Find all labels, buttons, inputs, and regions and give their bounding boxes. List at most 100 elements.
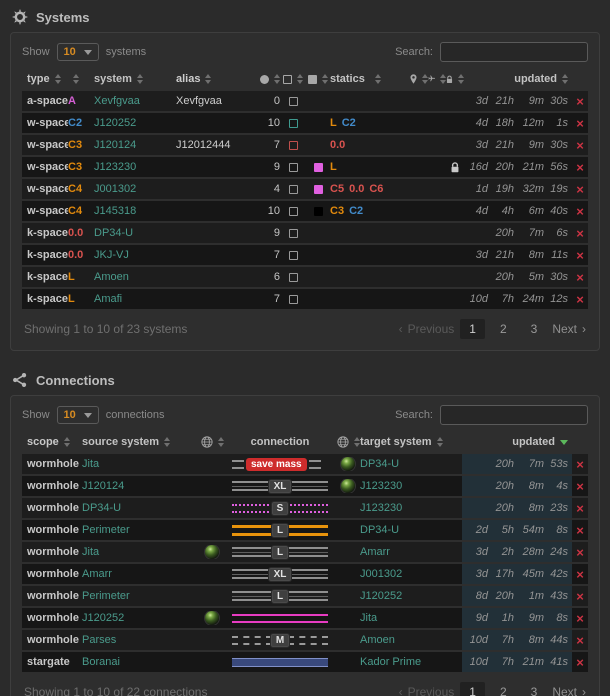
table-row[interactable]: k-space L Amafi 7 10d 7h 24m 12s ×	[22, 289, 588, 309]
target-system-link[interactable]: Jita	[360, 612, 378, 624]
system-link[interactable]: J120252	[94, 117, 137, 129]
source-system-link[interactable]: DP34-U	[82, 502, 122, 514]
source-system-link[interactable]: Parses	[82, 634, 117, 646]
table-row[interactable]: a-space A Xevfgvaa Xevfgvaa 0 3d 21h 9m 30s…	[22, 91, 588, 111]
system-link[interactable]: J123230	[94, 161, 137, 173]
status-checkbox[interactable]	[288, 250, 298, 260]
col-type[interactable]: type	[22, 73, 68, 85]
target-system-link[interactable]: J123230	[360, 480, 403, 492]
delete-button[interactable]: ×	[576, 160, 584, 174]
table-row[interactable]: wormhole Parses M Amoen 10d 7h 8m 44s ×	[22, 630, 588, 650]
delete-button[interactable]: ×	[576, 182, 584, 196]
delete-button[interactable]: ×	[576, 138, 584, 152]
delete-button[interactable]: ×	[576, 589, 584, 603]
system-link[interactable]: DP34-U	[94, 227, 134, 239]
search-input[interactable]	[440, 405, 588, 425]
source-system-link[interactable]: Jita	[82, 546, 100, 558]
source-system-link[interactable]: J120124	[82, 480, 125, 492]
col-alias[interactable]: alias	[176, 73, 260, 85]
system-link[interactable]: J001302	[94, 183, 137, 195]
col-source-endpoint[interactable]	[200, 436, 224, 448]
delete-button[interactable]: ×	[576, 292, 584, 306]
delete-button[interactable]: ×	[576, 479, 584, 493]
page-button-1[interactable]: 1	[460, 319, 485, 339]
table-row[interactable]: k-space 0.0 JKJ-VJ 7 3d 21h 8m 11s ×	[22, 245, 588, 265]
status-checkbox[interactable]	[288, 206, 298, 216]
page-size-select[interactable]: 10	[56, 43, 99, 61]
col-source-system[interactable]: source system	[82, 436, 200, 448]
source-system-link[interactable]: Perimeter	[82, 590, 130, 602]
table-row[interactable]: wormhole Jita save mass DP34-U 20h 7m 53s …	[22, 454, 588, 474]
source-system-link[interactable]: J120252	[82, 612, 125, 624]
delete-button[interactable]: ×	[576, 545, 584, 559]
col-system[interactable]: system	[94, 73, 176, 85]
table-row[interactable]: wormhole DP34-U S J123230 20h 8m 23s ×	[22, 498, 588, 518]
delete-button[interactable]: ×	[576, 523, 584, 537]
page-button-1[interactable]: 1	[460, 682, 485, 696]
table-row[interactable]: stargate Boranai Kador Prime 10d 7h 21m 41s…	[22, 652, 588, 672]
system-link[interactable]: JKJ-VJ	[94, 249, 129, 261]
col-signatures[interactable]	[260, 74, 280, 84]
table-row[interactable]: k-space L Amoen 6 20h 5m 30s ×	[22, 267, 588, 287]
status-checkbox[interactable]	[288, 162, 298, 172]
page-button-2[interactable]: 2	[499, 322, 507, 336]
col-target-endpoint[interactable]	[336, 436, 360, 448]
source-system-link[interactable]: Jita	[82, 458, 100, 470]
system-link[interactable]: J145318	[94, 205, 137, 217]
col-rally[interactable]	[428, 73, 446, 85]
col-locked[interactable]	[446, 74, 464, 85]
col-connection[interactable]: connection	[250, 436, 310, 448]
delete-button[interactable]: ×	[576, 633, 584, 647]
col-status-square[interactable]	[280, 74, 306, 84]
col-updated[interactable]: updated	[464, 73, 572, 85]
status-checkbox[interactable]	[288, 96, 298, 106]
source-system-link[interactable]: Boranai	[82, 656, 120, 668]
col-updated-sorted-desc[interactable]: updated	[462, 436, 572, 448]
target-system-link[interactable]: J120252	[360, 590, 403, 602]
table-row[interactable]: wormhole Perimeter L J120252 8d 20h 1m 43s …	[22, 586, 588, 606]
previous-page-button[interactable]: ‹ Previous	[398, 685, 455, 696]
table-row[interactable]: w-space C2 J120252 10 L C2 4d 18h 12m 1s ×	[22, 113, 588, 133]
target-system-link[interactable]: DP34-U	[360, 458, 400, 470]
delete-button[interactable]: ×	[576, 204, 584, 218]
next-page-button[interactable]: Next ›	[552, 322, 586, 336]
table-row[interactable]: wormhole J120252 Jita 9d 1h 9m 8s ×	[22, 608, 588, 628]
page-button-2[interactable]: 2	[499, 685, 507, 696]
system-link[interactable]: J120124	[94, 139, 137, 151]
next-page-button[interactable]: Next ›	[552, 685, 586, 696]
status-checkbox[interactable]	[288, 294, 298, 304]
status-checkbox[interactable]	[288, 140, 298, 150]
table-row[interactable]: wormhole Perimeter L DP34-U 2d 5h 54m 8s ×	[22, 520, 588, 540]
delete-button[interactable]: ×	[576, 270, 584, 284]
target-system-link[interactable]: Kador Prime	[360, 656, 422, 668]
page-size-select[interactable]: 10	[56, 406, 99, 424]
target-system-link[interactable]: J001302	[360, 568, 403, 580]
table-row[interactable]: k-space 0.0 DP34-U 9 20h 7m 6s ×	[22, 223, 588, 243]
system-link[interactable]: Xevfgvaa	[94, 95, 140, 107]
table-row[interactable]: w-space C3 J123230 9 L 16d 20h 21m 56s ×	[22, 157, 588, 177]
status-checkbox[interactable]	[288, 184, 298, 194]
status-checkbox[interactable]	[288, 228, 298, 238]
delete-button[interactable]: ×	[576, 611, 584, 625]
col-location[interactable]	[410, 73, 428, 85]
table-row[interactable]: w-space C4 J145318 10 C3 C2 4d 4h 6m 40s ×	[22, 201, 588, 221]
delete-button[interactable]: ×	[576, 567, 584, 581]
table-row[interactable]: w-space C3 J120124 J12012444 7 0.0 3d 21h…	[22, 135, 588, 155]
source-system-link[interactable]: Amarr	[82, 568, 112, 580]
col-security[interactable]	[68, 74, 94, 84]
table-row[interactable]: wormhole Jita L Amarr 3d 2h 28m 24s ×	[22, 542, 588, 562]
col-target-system[interactable]: target system	[360, 436, 462, 448]
target-system-link[interactable]: Amarr	[360, 546, 390, 558]
col-statics[interactable]: statics	[330, 73, 410, 85]
delete-button[interactable]: ×	[576, 248, 584, 262]
delete-button[interactable]: ×	[576, 94, 584, 108]
system-link[interactable]: Amoen	[94, 271, 129, 283]
target-system-link[interactable]: J123230	[360, 502, 403, 514]
previous-page-button[interactable]: ‹ Previous	[398, 322, 455, 336]
page-button-3[interactable]: 3	[530, 322, 538, 336]
delete-button[interactable]: ×	[576, 457, 584, 471]
col-marker-square[interactable]	[306, 74, 330, 84]
table-row[interactable]: w-space C4 J001302 4 C5 0.0 C6 1d 19h 32m 19s…	[22, 179, 588, 199]
status-checkbox[interactable]	[288, 272, 298, 282]
page-button-3[interactable]: 3	[530, 685, 538, 696]
